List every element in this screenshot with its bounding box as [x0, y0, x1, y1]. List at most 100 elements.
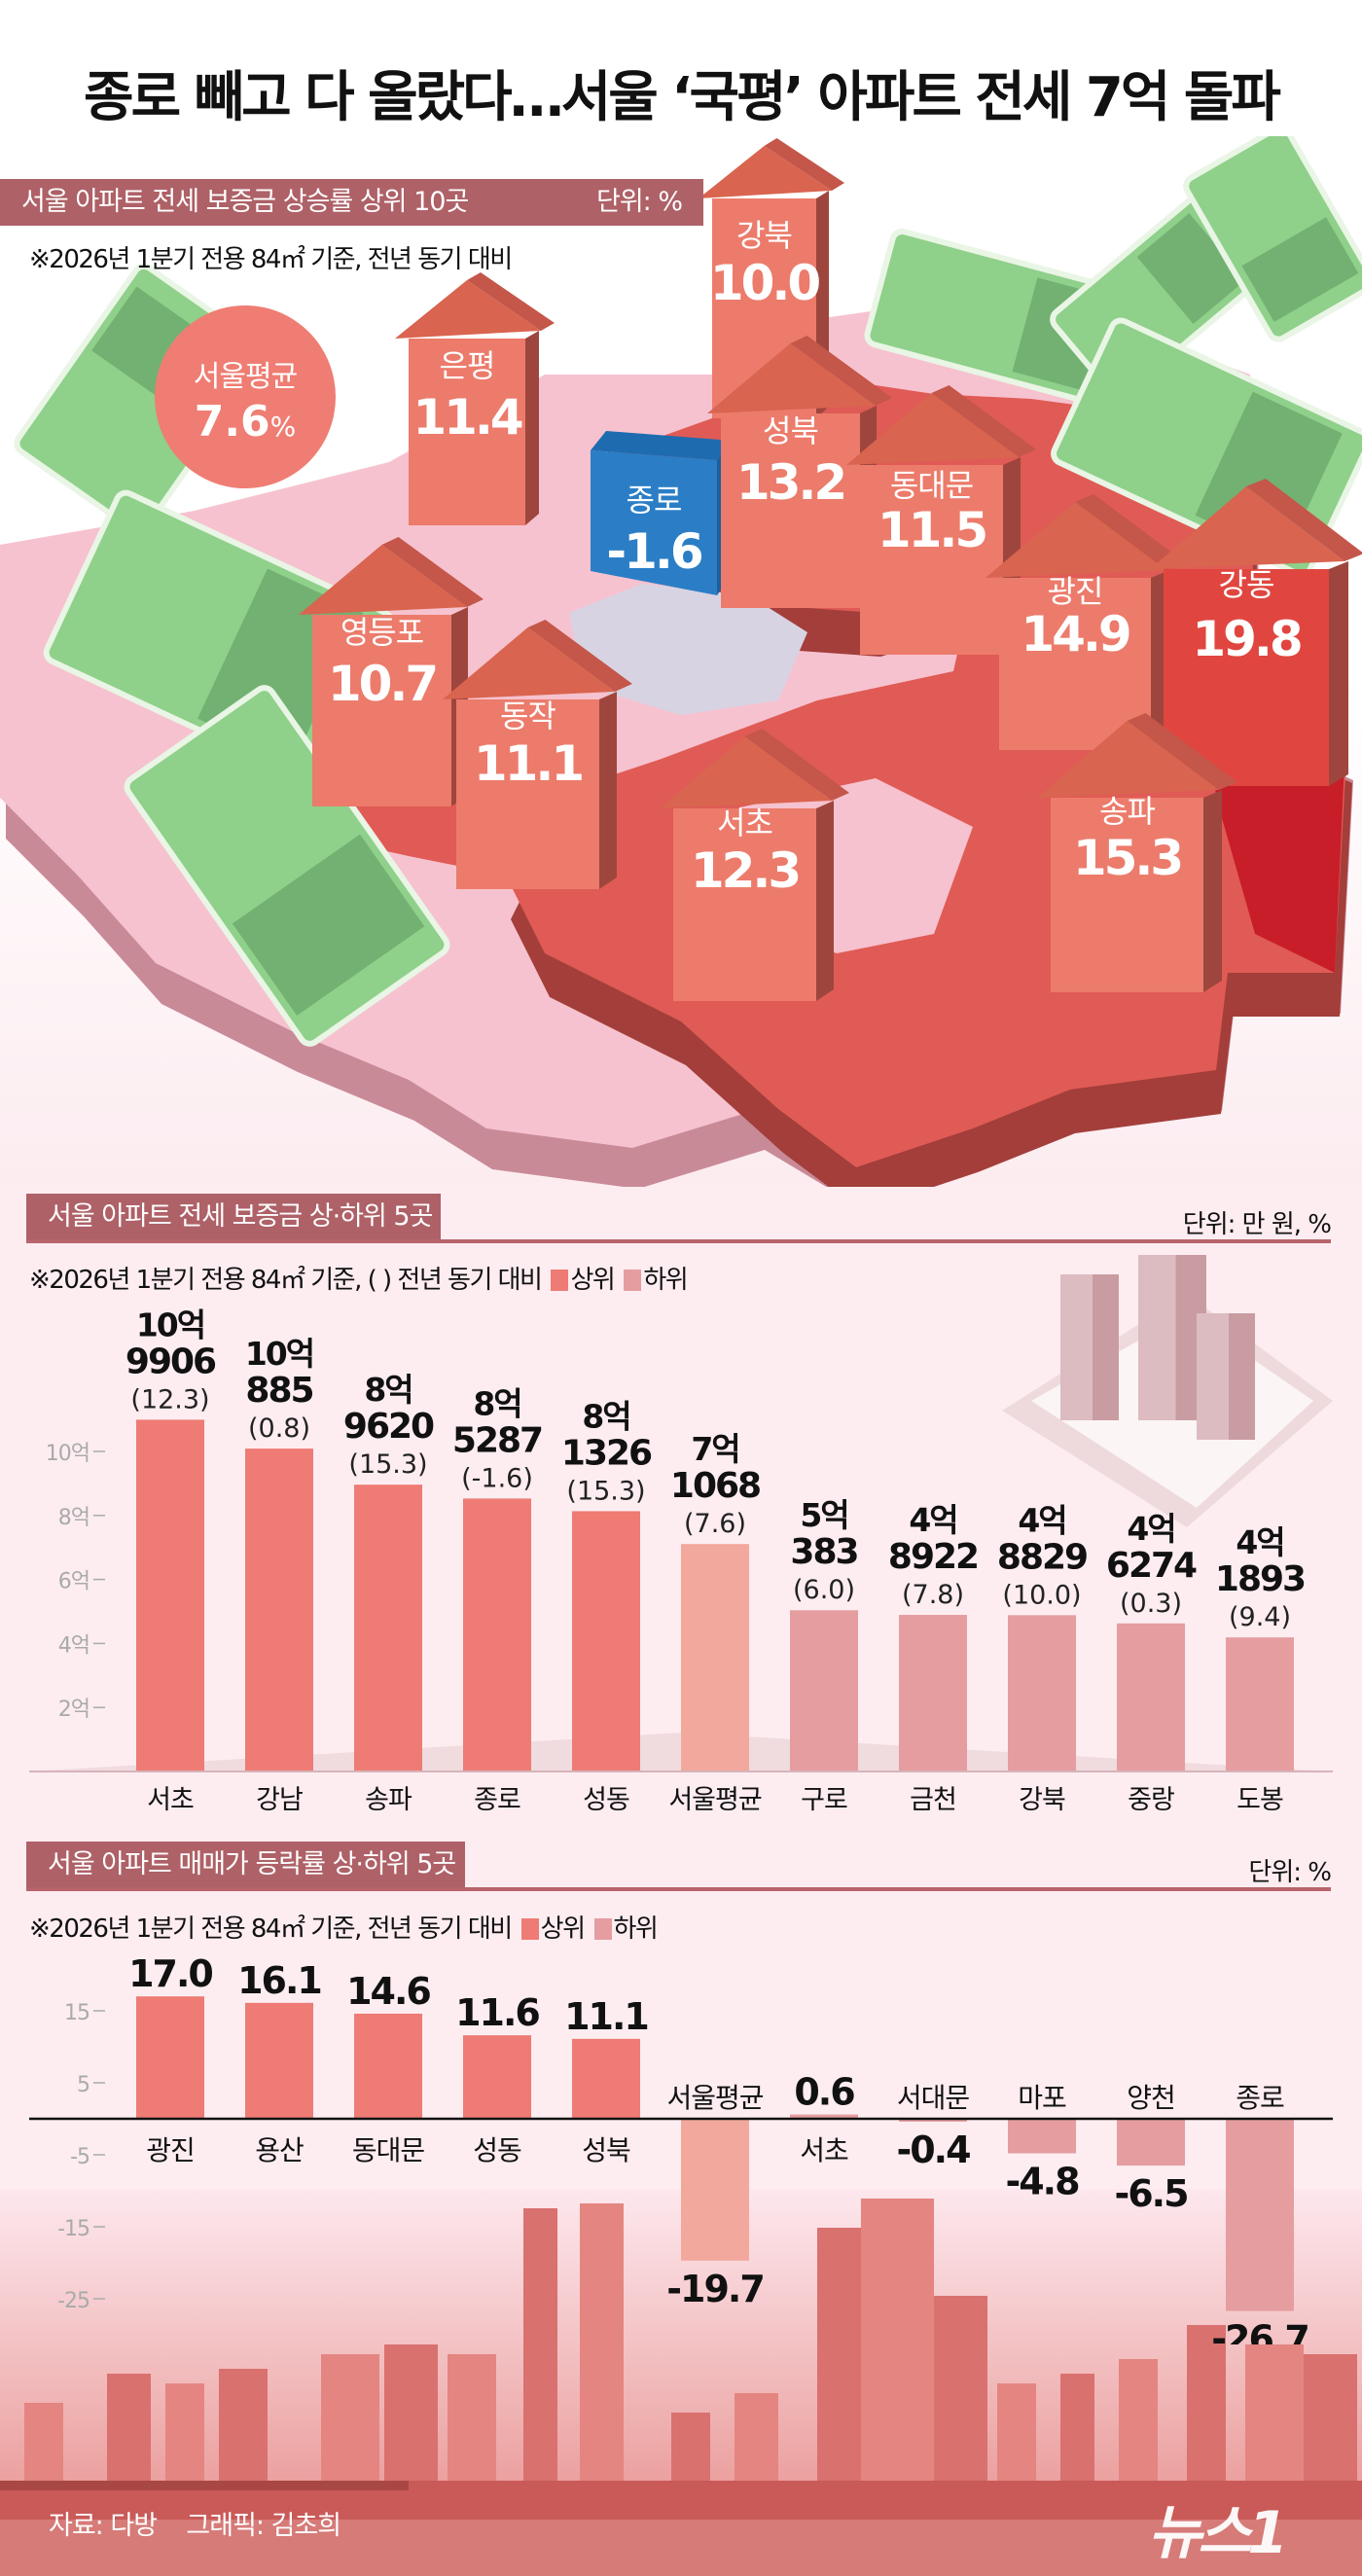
bar-value-label: -19.7: [666, 2268, 764, 2310]
bar-서초: [790, 2114, 858, 2119]
legend-swatch-bottom: [593, 1918, 612, 1940]
average-label: 서울평균: [193, 360, 298, 394]
bar-change-label: (10.0): [1002, 1580, 1081, 1610]
river-water: [0, 2520, 1362, 2576]
bar-성동: [572, 1511, 640, 1771]
district-name: 강동: [1219, 566, 1274, 603]
district-value: 12.3: [691, 842, 799, 899]
arrow-head-side: [1127, 713, 1237, 790]
legend-swatch-top: [520, 1918, 539, 1940]
bar-change-label: (15.3): [566, 1476, 645, 1506]
jeonse-deposit-chart: 2억4억6억8억10억(12.3)990610억서초(0.8)88510억강남(…: [29, 1306, 1333, 1815]
arrow-head-side: [931, 385, 1036, 457]
bar-value-eok: 5억: [800, 1496, 847, 1534]
district-name: 강북: [736, 217, 792, 254]
column-front: [721, 413, 860, 608]
column-front: [409, 339, 525, 525]
apt-building-side: [1093, 1274, 1119, 1420]
legend-label-bottom: 하위: [613, 1914, 659, 1944]
column-side: [1329, 561, 1348, 786]
arrow-head: [395, 280, 541, 339]
seoul-average-badge: 서울평균 7.6%: [155, 305, 336, 488]
bar-value-man: 383: [790, 1532, 857, 1572]
bar-value-man: 1326: [561, 1433, 652, 1473]
bar-광진: [136, 1996, 204, 2119]
district-name: 동작: [500, 698, 556, 734]
arrow-head: [846, 393, 1019, 465]
x-category-label: 종로: [1236, 2082, 1284, 2114]
column-front: [673, 808, 816, 1001]
column-front: [312, 615, 451, 806]
bar-value-label: -26.7: [1211, 2318, 1308, 2344]
district-value: 15.3: [1073, 830, 1181, 886]
bar-value-eok: 10억: [245, 1335, 313, 1373]
column-front: [860, 465, 1003, 655]
district-name: 종로: [627, 482, 682, 519]
column-side: [599, 692, 617, 889]
building-11: [817, 2228, 866, 2500]
district-value: 13.2: [736, 454, 844, 511]
district-name: 동대문: [890, 467, 973, 504]
bar-서대문: [899, 2119, 967, 2122]
arrow-head: [707, 343, 876, 413]
apartment-illustration: [1002, 1255, 1333, 1527]
bar-value-eok: 8억: [473, 1384, 520, 1422]
y-tick-label: 8억: [58, 1506, 90, 1530]
building-17: [1187, 2325, 1226, 2500]
bar-change-label: (6.0): [793, 1575, 855, 1605]
bar-value-label: -0.4: [896, 2129, 970, 2171]
district-name: 은평: [440, 347, 495, 384]
x-category-label: 강북: [1019, 1785, 1065, 1815]
x-category-label: 서울평균: [668, 1785, 762, 1815]
bar-마포: [1008, 2119, 1076, 2154]
bar-value-man: 1893: [1215, 1559, 1305, 1599]
bar-value-label: 11.1: [564, 1995, 648, 2038]
section3-note-text: ※2026년 1분기 전용 84㎡ 기준, 전년 동기 대비: [29, 1914, 513, 1944]
bar-성북: [572, 2038, 640, 2119]
column-front: [456, 699, 599, 889]
banknote-5: [1183, 136, 1362, 342]
arrow-head: [299, 545, 467, 615]
banknote-portrait: [1241, 217, 1359, 322]
arrow-head: [443, 627, 615, 699]
building-4: [321, 2354, 379, 2500]
bar-value-man: 8922: [888, 1537, 978, 1577]
average-suffix: %: [269, 411, 297, 443]
bar-value-label: 17.0: [128, 1955, 212, 1995]
x-category-label: 도봉: [1237, 1785, 1283, 1815]
x-category-label: 성북: [582, 2134, 630, 2166]
page-title: 종로 빼고 다 올랐다…서울 ‘국평’ 아파트 전세 7억 돌파: [84, 66, 1281, 129]
district-value: 14.9: [1021, 606, 1129, 662]
bar-value-eok: 7억: [691, 1430, 738, 1468]
column-front: [591, 450, 717, 595]
legend-label-top: 상위: [540, 1914, 586, 1944]
bar-value-label: 16.1: [237, 1959, 321, 2002]
x-category-label: 서초: [147, 1785, 194, 1815]
y-tick-label: -15: [57, 2217, 90, 2241]
bar-value-eok: 4억: [909, 1501, 956, 1539]
banknote-portrait: [1136, 213, 1246, 325]
bar-change-label: (15.3): [348, 1449, 427, 1480]
bar-강북: [1008, 1615, 1076, 1771]
arrow-head-side: [527, 620, 632, 692]
arrow-head-side: [790, 336, 892, 406]
bar-value-label: -4.8: [1005, 2161, 1079, 2203]
x-category-label: 서울평균: [666, 2082, 763, 2114]
bar-change-label: (0.8): [248, 1413, 310, 1444]
building-19: [1304, 2354, 1357, 2500]
bar-종로: [463, 1498, 531, 1771]
bar-중랑: [1117, 1623, 1185, 1771]
district-value: 11.5: [878, 502, 986, 558]
district-column-7: 영등포 10.7: [299, 537, 484, 806]
bar-value-man: 9620: [343, 1407, 434, 1447]
bar-value-label: 14.6: [346, 1970, 430, 2013]
bar-value-man: 9906: [125, 1342, 216, 1381]
district-name: 서초: [717, 805, 772, 841]
arrow-head: [1150, 486, 1344, 569]
building-12: [861, 2199, 934, 2500]
section3-divider: [26, 1887, 1331, 1891]
legend-label-bottom: 하위: [643, 1266, 688, 1295]
bar-change-label: (-1.6): [461, 1463, 533, 1493]
